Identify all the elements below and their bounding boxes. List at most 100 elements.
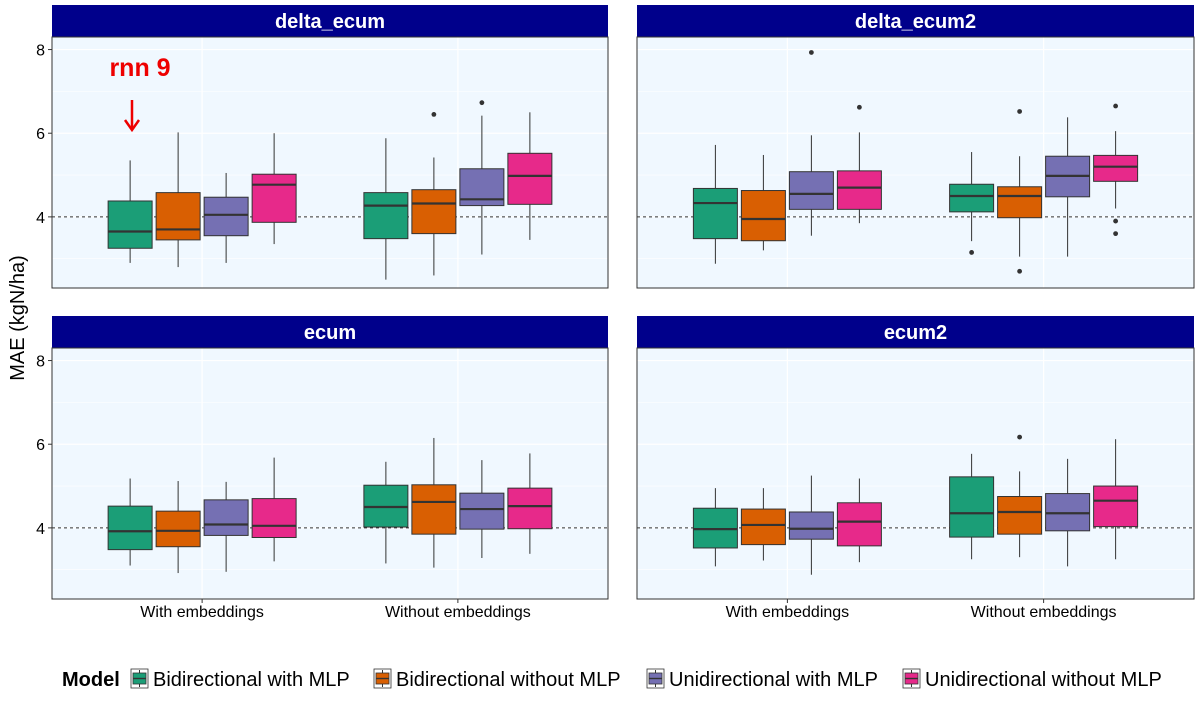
annotation-arrow-head <box>123 119 141 133</box>
box-bidirectional-without-mlp <box>155 481 201 574</box>
panel-border <box>636 347 1195 600</box>
box-unidirectional-without-mlp <box>251 457 297 562</box>
x-tick-label: Without embeddings <box>385 604 531 621</box>
facet-title: delta_ecum <box>275 11 385 33</box>
y-tick-label: 6 <box>36 126 45 143</box>
outlier-point <box>1113 218 1119 224</box>
box-body <box>107 200 153 249</box>
facet-panel-ecum: ecum 4 6 8 With embeddings Without embeddings <box>36 316 609 621</box>
facet-title: delta_ecum2 <box>855 11 976 33</box>
facet-panel-delta_ecum2: delta_ecum2 <box>636 5 1195 289</box>
box-body <box>836 170 882 210</box>
legend-label: Unidirectional without MLP <box>925 669 1162 691</box>
box-bidirectional-with-mlp <box>363 461 409 564</box>
box-body <box>997 186 1043 219</box>
box-bidirectional-without-mlp <box>997 109 1043 274</box>
box-body <box>788 171 834 210</box>
legend-item: Unidirectional with MLP <box>646 668 878 691</box>
box-bidirectional-without-mlp <box>740 154 786 251</box>
outlier-point <box>1017 268 1023 274</box>
panel-background <box>637 348 1194 599</box>
facet-panel-delta_ecum: delta_ecum 4 6 8 <box>36 5 609 289</box>
box-unidirectional-with-mlp <box>1045 458 1091 567</box>
box-body <box>507 487 553 530</box>
box-bidirectional-with-mlp <box>692 144 738 264</box>
box-bidirectional-with-mlp <box>949 152 995 255</box>
legend-label: Bidirectional without MLP <box>396 669 621 691</box>
box-unidirectional-without-mlp <box>507 112 553 240</box>
outlier-point <box>431 111 437 117</box>
annotation-arrow-icon <box>123 100 141 133</box>
outlier-point <box>1113 103 1119 109</box>
box-body <box>507 152 553 205</box>
box-body <box>1093 485 1139 528</box>
y-tick-label: 4 <box>36 210 45 227</box>
box-unidirectional-without-mlp <box>836 478 882 563</box>
box-body <box>251 498 297 539</box>
box-unidirectional-without-mlp <box>1093 103 1139 237</box>
box-unidirectional-without-mlp <box>1093 439 1139 560</box>
legend-label: Bidirectional with MLP <box>153 669 350 691</box>
outlier-point <box>479 100 485 106</box>
facet-title: ecum <box>304 322 356 344</box>
box-body <box>997 496 1043 535</box>
box-unidirectional-with-mlp <box>459 100 505 255</box>
box-unidirectional-with-mlp <box>203 481 249 572</box>
facet-strip <box>637 316 1194 348</box>
box-body <box>459 492 505 530</box>
box-unidirectional-without-mlp <box>836 104 882 224</box>
box-body <box>251 173 297 223</box>
y-tick-label: 4 <box>36 521 45 538</box>
box-body <box>363 192 409 240</box>
outlier-point <box>1113 231 1119 237</box>
box-bidirectional-without-mlp <box>411 437 457 568</box>
box-bidirectional-without-mlp <box>411 111 457 276</box>
box-unidirectional-with-mlp <box>1045 117 1091 257</box>
box-body <box>949 476 995 538</box>
y-tick-label: 8 <box>36 43 45 60</box>
box-unidirectional-without-mlp <box>251 133 297 245</box>
box-unidirectional-with-mlp <box>459 460 505 559</box>
outlier-point <box>1017 434 1023 440</box>
box-body <box>155 510 201 548</box>
y-axis-title: MAE (kgN/ha) <box>7 255 29 381</box>
panel-border <box>51 36 609 289</box>
box-unidirectional-with-mlp <box>788 50 834 236</box>
box-body <box>836 502 882 547</box>
box-bidirectional-without-mlp <box>155 132 201 268</box>
legend-item: Bidirectional without MLP <box>373 668 621 691</box>
y-tick-label: 8 <box>36 354 45 371</box>
facet-panel-ecum2: ecum2 With embeddings Without embeddings <box>636 316 1195 621</box>
box-bidirectional-with-mlp <box>949 453 995 560</box>
box-bidirectional-with-mlp <box>363 138 409 280</box>
outlier-point <box>856 104 862 110</box>
box-unidirectional-without-mlp <box>507 453 553 554</box>
x-tick-label: With embeddings <box>140 604 264 621</box>
legend: Model Bidirectional with MLP Bidirectional… <box>62 668 1162 691</box>
box-bidirectional-with-mlp <box>107 478 153 566</box>
legend-title: Model <box>62 669 120 691</box>
box-body <box>203 196 249 237</box>
legend-item: Unidirectional without MLP <box>902 668 1162 691</box>
box-unidirectional-with-mlp <box>203 172 249 263</box>
facet-title: ecum2 <box>884 322 947 344</box>
box-bidirectional-without-mlp <box>740 488 786 561</box>
box-bidirectional-with-mlp <box>107 160 153 263</box>
box-body <box>411 189 457 235</box>
box-body <box>107 505 153 551</box>
box-body <box>949 183 995 213</box>
legend-item: Bidirectional with MLP <box>130 668 350 691</box>
outlier-point <box>1017 109 1023 114</box>
box-bidirectional-without-mlp <box>997 434 1043 558</box>
annotation-label: rnn 9 <box>109 54 170 82</box>
facet-strip <box>52 5 608 37</box>
legend-label: Unidirectional with MLP <box>669 669 878 691</box>
outlier-point <box>808 50 814 55</box>
x-tick-label: Without embeddings <box>971 604 1117 621</box>
box-body <box>740 508 786 546</box>
box-body <box>740 190 786 242</box>
box-body <box>788 511 834 540</box>
box-body <box>692 187 738 240</box>
